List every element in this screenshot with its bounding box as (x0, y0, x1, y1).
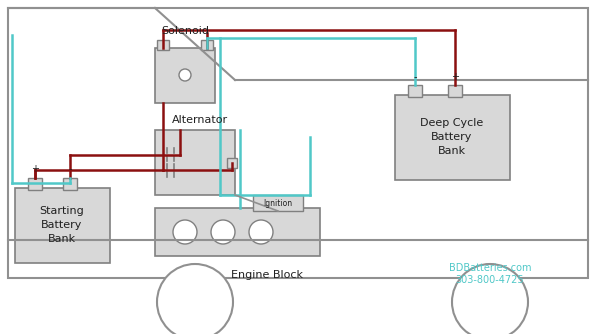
Circle shape (179, 69, 191, 81)
Bar (15, 188, 110, 263)
Bar (227, 158, 237, 168)
Bar (8, 8, 588, 278)
Text: -: - (68, 164, 72, 174)
Text: -: - (413, 72, 417, 82)
Text: Starting
Battery
Bank: Starting Battery Bank (40, 206, 85, 244)
Text: Engine Block: Engine Block (231, 270, 303, 280)
Bar (63, 178, 77, 190)
Bar (155, 130, 235, 195)
Text: 303-800-4725: 303-800-4725 (455, 275, 524, 285)
Circle shape (452, 264, 528, 334)
Circle shape (173, 220, 197, 244)
Bar (395, 95, 510, 180)
Text: Alternator: Alternator (172, 115, 228, 125)
Bar (408, 85, 422, 97)
Text: Ignition: Ignition (263, 198, 293, 207)
Bar (28, 178, 42, 190)
Circle shape (249, 220, 273, 244)
Text: BDBatteries.com: BDBatteries.com (449, 263, 531, 273)
Bar (155, 48, 215, 103)
Bar (201, 40, 213, 50)
Circle shape (157, 264, 233, 334)
Bar (155, 208, 320, 256)
Circle shape (211, 220, 235, 244)
Text: Solenoid: Solenoid (161, 26, 209, 36)
Text: +: + (31, 164, 39, 174)
Bar (253, 195, 303, 211)
Bar (448, 85, 462, 97)
Text: +: + (451, 72, 459, 82)
Bar (157, 40, 169, 50)
Text: Deep Cycle
Battery
Bank: Deep Cycle Battery Bank (421, 118, 484, 156)
